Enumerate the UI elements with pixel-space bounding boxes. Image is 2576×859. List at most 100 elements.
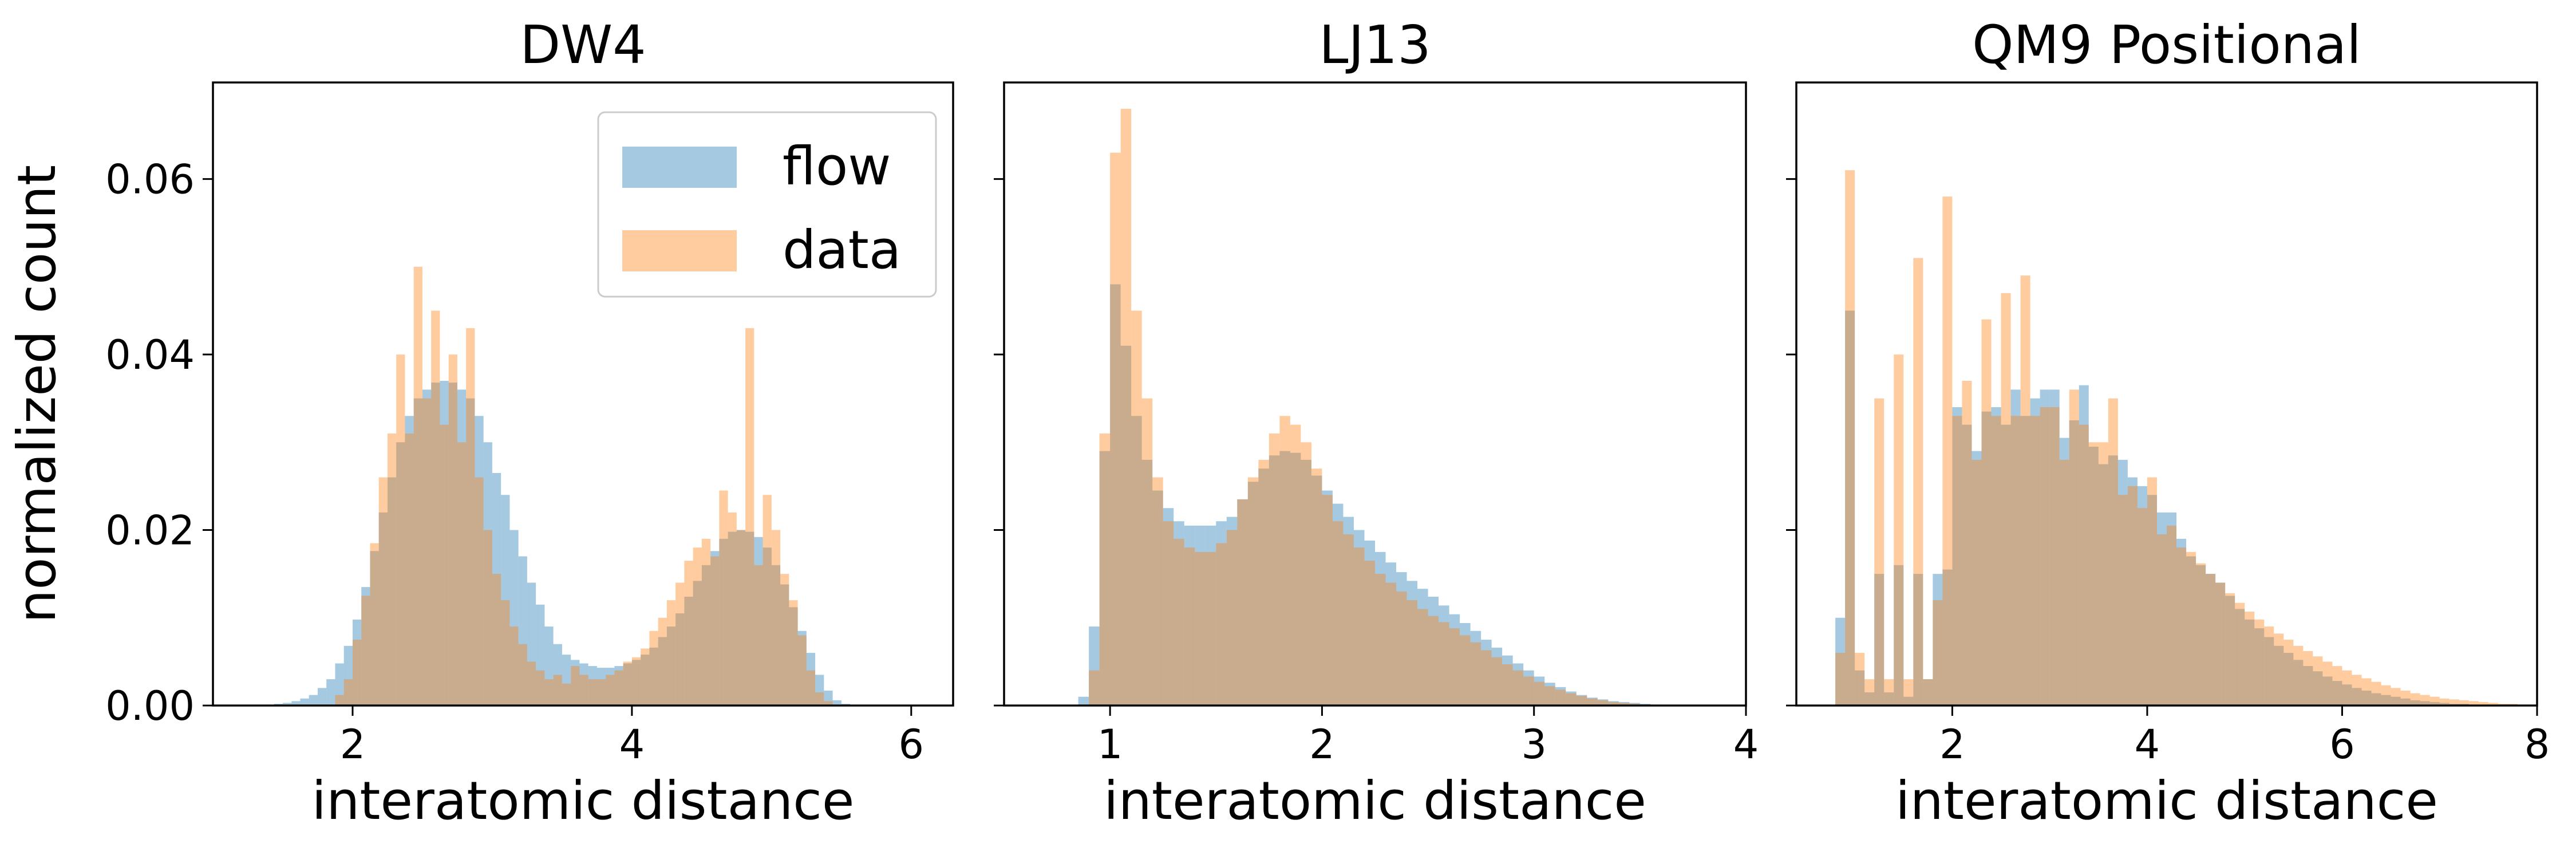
bar-flow <box>2420 701 2430 706</box>
bar-flow <box>1971 451 1982 706</box>
bar-flow <box>1141 459 1153 706</box>
bar-data <box>1597 700 1609 706</box>
bar-data <box>1205 551 1216 706</box>
bar-flow <box>2098 464 2108 706</box>
bar-data <box>405 433 414 706</box>
bar-data <box>544 679 554 706</box>
bar-data <box>1618 703 1630 706</box>
bar-flow <box>2254 628 2265 706</box>
bar-flow <box>1913 574 1923 706</box>
bar-flow <box>2400 698 2411 706</box>
bar-flow <box>413 398 422 706</box>
bar-flow <box>1226 517 1238 706</box>
bar-flow <box>771 565 781 706</box>
bar-data <box>1311 468 1322 706</box>
x-tick-label: 3 <box>1521 721 1547 768</box>
x-tick-label: 6 <box>2329 721 2355 768</box>
bar-data <box>2010 416 2021 706</box>
bar-data <box>2332 666 2342 706</box>
bar-data <box>448 354 457 706</box>
x-tick-label: 4 <box>1733 721 1759 768</box>
bar-data <box>1099 433 1111 706</box>
axes-frame <box>1003 81 1747 707</box>
legend-label-data: data <box>783 219 901 281</box>
bar-data <box>431 310 440 706</box>
bar-data <box>1864 679 1875 706</box>
bar-data <box>579 675 588 706</box>
bar-flow <box>1587 698 1598 706</box>
bar-flow <box>2439 703 2449 706</box>
bar-flow <box>1991 407 2001 706</box>
bar-flow <box>2176 538 2187 706</box>
bar-flow <box>536 604 545 706</box>
y-tick-label: 0.02 <box>105 507 195 554</box>
bar-data <box>1195 551 1206 706</box>
bar-flow <box>596 668 606 706</box>
bar-flow <box>1406 581 1418 706</box>
bar-flow <box>2381 695 2391 706</box>
bar-flow <box>509 530 519 706</box>
bar-data <box>2361 678 2372 706</box>
bar-data <box>797 635 807 706</box>
bar-flow <box>701 565 711 706</box>
bar-flow <box>448 383 457 706</box>
bar-flow <box>780 584 789 706</box>
bar-flow <box>2235 609 2245 706</box>
bar-flow <box>675 613 685 706</box>
bar-data <box>1576 696 1587 706</box>
bar-data <box>475 477 484 706</box>
bar-flow <box>492 472 501 706</box>
bar-data <box>2468 701 2479 706</box>
bar-data <box>518 644 527 706</box>
bar-flow <box>2020 416 2030 706</box>
y-tick-label: 0.04 <box>105 332 195 379</box>
bar-flow <box>1110 284 1121 706</box>
bar-data <box>1269 433 1280 706</box>
bar-flow <box>2410 700 2420 706</box>
bar-data <box>1449 628 1460 706</box>
legend-swatch-flow <box>622 147 737 188</box>
bar-data <box>562 683 571 706</box>
bar-data <box>1855 653 1865 706</box>
bar-data <box>684 561 693 706</box>
bar-data <box>1845 170 1855 706</box>
bar-data <box>343 679 353 706</box>
bar-data <box>422 398 432 706</box>
bar-data <box>815 692 824 706</box>
bar-data <box>536 670 545 706</box>
bar-flow <box>1544 683 1555 706</box>
bar-data <box>1884 679 1894 706</box>
legend-box <box>597 111 937 298</box>
bar-flow <box>2332 681 2342 706</box>
bar-flow <box>291 701 301 706</box>
bar-flow <box>1903 696 1914 706</box>
x-axis-label: interatomic distance <box>312 770 855 832</box>
bar-data <box>1566 693 1577 706</box>
bar-data <box>649 631 658 706</box>
bar-data <box>1417 609 1428 706</box>
bar-flow <box>378 512 388 706</box>
series-data-1 <box>1089 108 1651 706</box>
bar-flow <box>684 596 693 706</box>
bar-flow <box>1981 411 1992 706</box>
bar-flow <box>282 703 292 706</box>
bar-data <box>1301 442 1311 706</box>
x-tick-label: 4 <box>2135 721 2160 768</box>
legend-label-flow: flow <box>783 136 891 197</box>
bar-data <box>2117 495 2128 706</box>
bar-flow <box>2010 389 2021 706</box>
bar-data <box>2030 416 2040 706</box>
bar-data <box>2245 612 2255 706</box>
bar-flow <box>1608 701 1619 706</box>
bar-flow <box>1301 459 1311 706</box>
bar-data <box>1913 258 1923 706</box>
bar-flow <box>422 389 432 706</box>
bar-flow <box>2342 684 2352 706</box>
x-tick-label: 1 <box>1097 721 1123 768</box>
bar-flow <box>2274 645 2284 706</box>
bar-data <box>728 512 737 706</box>
bar-data <box>1428 616 1439 706</box>
bar-data <box>1322 495 1333 706</box>
bar-data <box>483 530 492 706</box>
bar-data <box>1491 657 1503 706</box>
